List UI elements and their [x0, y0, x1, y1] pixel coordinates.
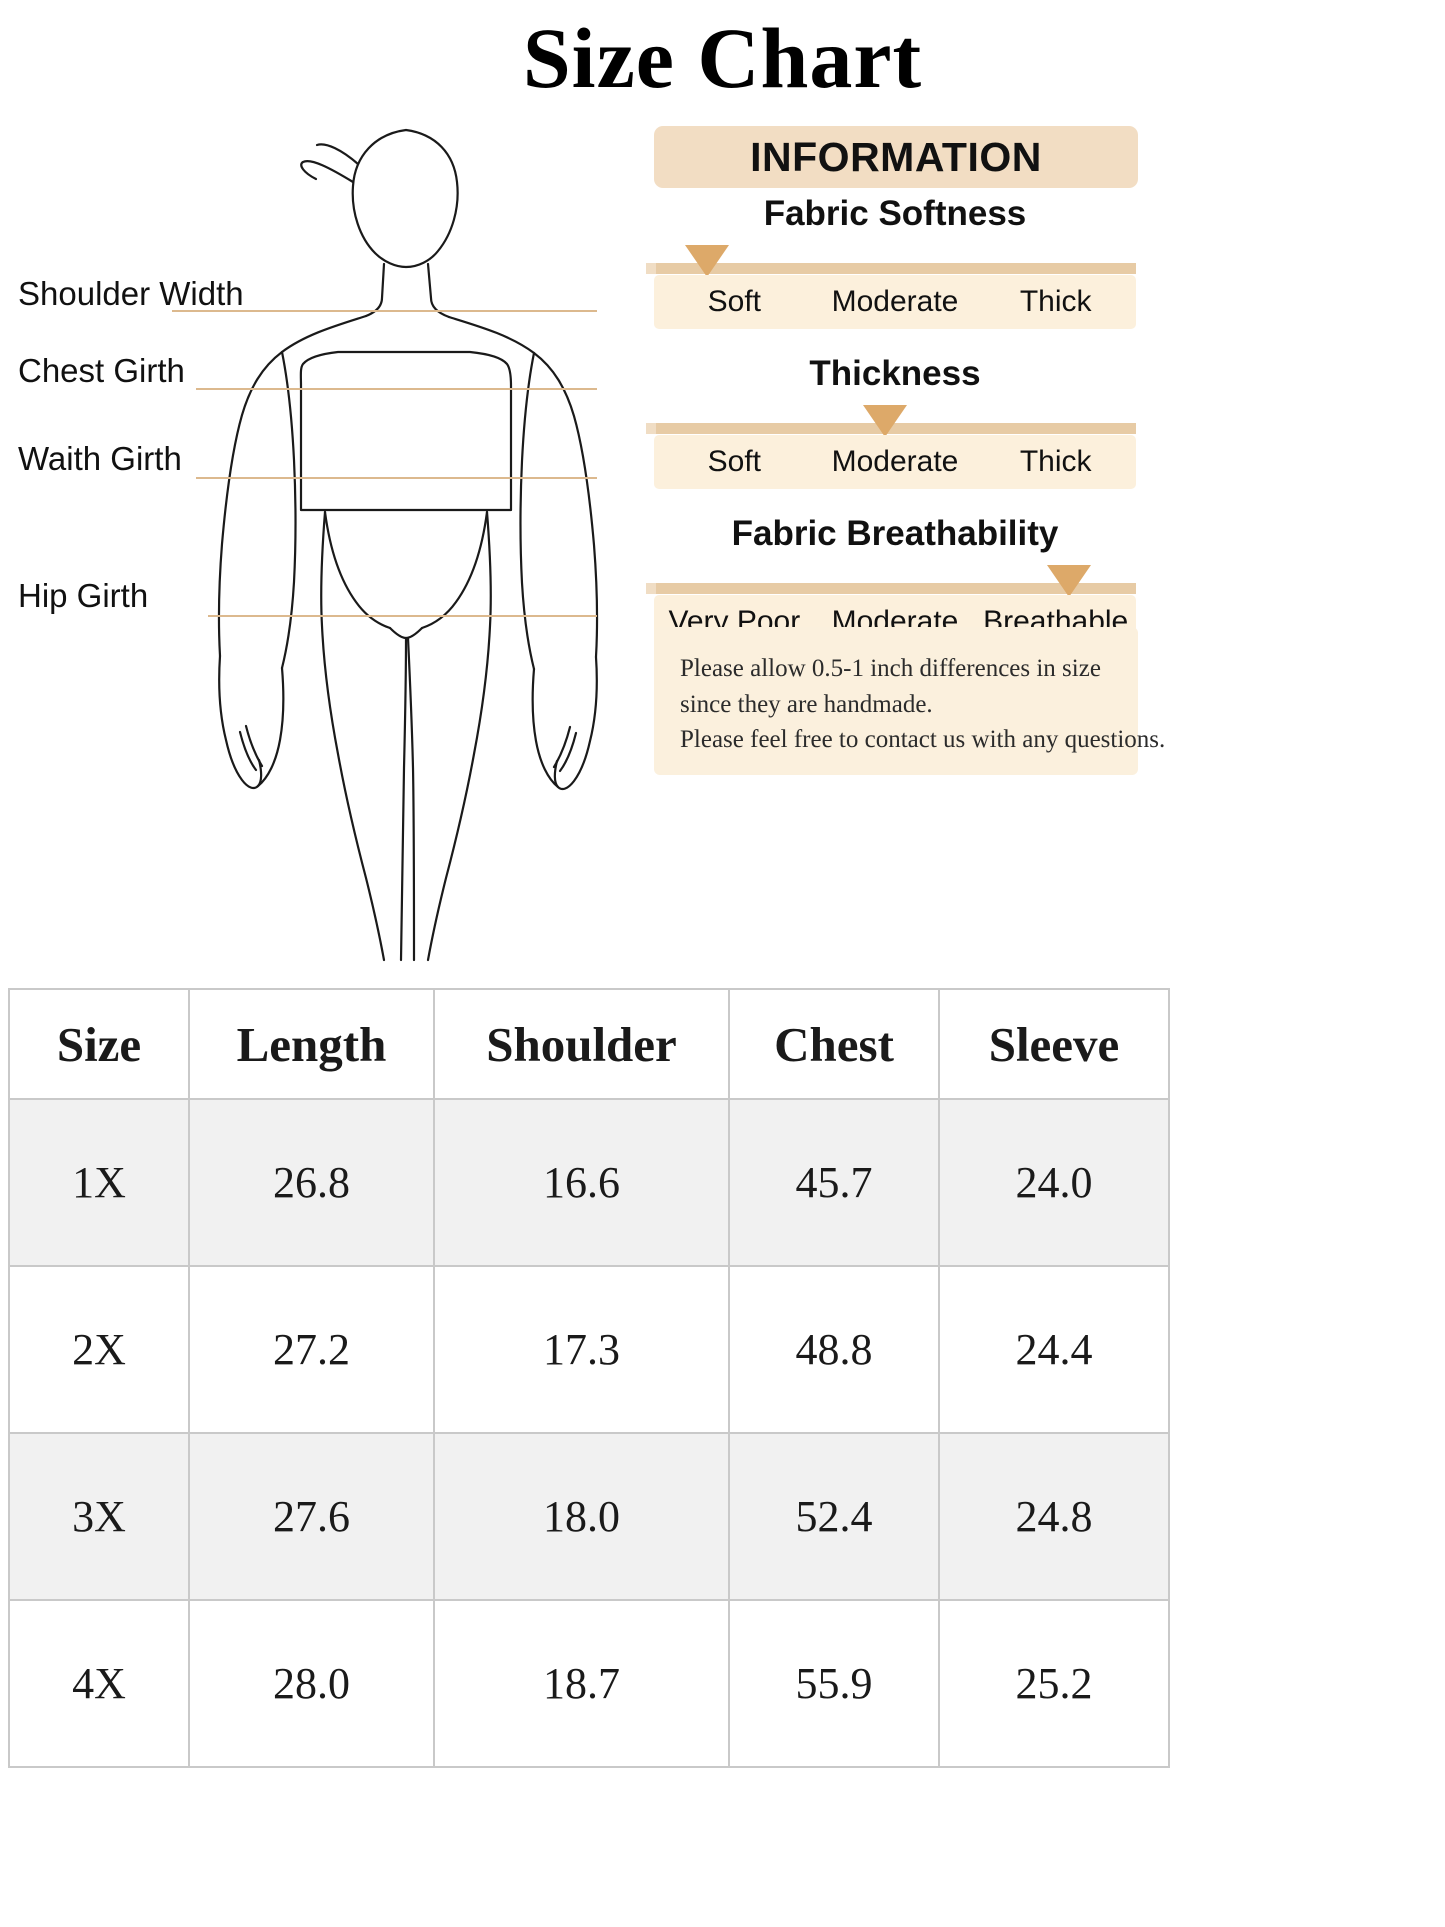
table-cell-chest: 52.4	[728, 1432, 940, 1601]
measurement-guide-line-3	[208, 615, 597, 617]
measurement-label-2: Waith Girth	[18, 440, 182, 477]
table-cell-sleeve: 24.0	[938, 1098, 1170, 1267]
slider-title-fabric-breathability: Fabric Breathability	[731, 514, 1059, 553]
slider-group-thickness: Thickness Soft Moderate Thick	[646, 354, 1140, 489]
measurement-label-3: Hip Girth	[18, 577, 149, 614]
size-disclaimer-note: Please allow 0.5-1 inch differences in s…	[654, 627, 1166, 775]
slider-bar-fabric-softness	[646, 262, 1136, 274]
table-cell-shoulder: 18.0	[433, 1432, 730, 1601]
measurement-label-1: Chest Girth	[18, 352, 185, 389]
information-header: INFORMATION	[654, 126, 1138, 188]
table-cell-shoulder: 18.7	[433, 1599, 730, 1768]
table-cell-chest: 55.9	[728, 1599, 940, 1768]
table-cell-size: 1X	[8, 1098, 190, 1267]
table-cell-sleeve: 25.2	[938, 1599, 1170, 1768]
measurement-guide-line-2	[196, 477, 597, 479]
table-cell-length: 28.0	[188, 1599, 435, 1768]
slider-marker-triangle-icon-fabric-breathability[interactable]	[1046, 564, 1091, 597]
column-header-sleeve: Sleeve	[938, 988, 1170, 1100]
note-line-3: Please feel free to contact us with any …	[680, 726, 1166, 753]
upper-section: Shoulder Width Chest Girth Waith Girth Hip …	[0, 120, 1445, 970]
note-line-2: since they are handmade.	[680, 690, 933, 718]
table-cell-chest: 45.7	[728, 1098, 940, 1267]
slider-marker-triangle-icon-thickness[interactable]	[863, 404, 908, 437]
column-header-size: Size	[8, 988, 190, 1100]
measurement-guide-line-0	[172, 310, 597, 312]
slider-scale-label-thickness-0: Soft	[707, 444, 762, 478]
table-row: 3X 27.6 18.0 52.4 24.8	[8, 1432, 1170, 1601]
slider-scale-label-thickness-1: Moderate	[831, 444, 959, 478]
table-cell-sleeve: 24.8	[938, 1432, 1170, 1601]
table-cell-chest: 48.8	[728, 1265, 940, 1434]
slider-scale-label-thickness-2: Thick	[1019, 444, 1092, 478]
table-header-row: Size Length Shoulder Chest Sleeve	[8, 988, 1170, 1100]
measurement-guide-line-1	[196, 388, 597, 390]
table-cell-sleeve: 24.4	[938, 1265, 1170, 1434]
information-panel: INFORMATION Fabric Softness Soft Moderate T…	[646, 120, 1166, 970]
slider-track-fabric-softness[interactable]	[646, 241, 1136, 277]
slider-scale-thickness: Soft Moderate Thick	[654, 434, 1136, 489]
slider-group-fabric-softness: Fabric Softness Soft Moderate Thick	[646, 194, 1140, 329]
body-figure-zone: Shoulder Width Chest Girth Waith Girth Hip …	[0, 120, 650, 970]
column-header-length: Length	[188, 988, 435, 1100]
slider-title-fabric-softness: Fabric Softness	[763, 194, 1027, 233]
measurement-label-0: Shoulder Width	[18, 275, 244, 312]
slider-marker-triangle-icon-fabric-softness[interactable]	[685, 244, 730, 277]
slider-scale-label-fabric-softness-1: Moderate	[831, 284, 959, 318]
table-cell-length: 27.6	[188, 1432, 435, 1601]
table-cell-length: 26.8	[188, 1098, 435, 1267]
table-row: 2X 27.2 17.3 48.8 24.4	[8, 1265, 1170, 1434]
table-row: 4X 28.0 18.7 55.9 25.2	[8, 1599, 1170, 1768]
table-cell-length: 27.2	[188, 1265, 435, 1434]
slider-scale-label-fabric-softness-0: Soft	[707, 284, 762, 318]
note-line-1: Please allow 0.5-1 inch differences in s…	[680, 655, 1101, 682]
table-cell-shoulder: 17.3	[433, 1265, 730, 1434]
size-measurements-table: Size Length Shoulder Chest Sleeve 1X 26.8…	[8, 988, 1170, 1768]
column-header-chest: Chest	[728, 988, 940, 1100]
table-cell-shoulder: 16.6	[433, 1098, 730, 1267]
slider-bar-fabric-breathability	[646, 582, 1136, 594]
table-cell-size: 3X	[8, 1432, 190, 1601]
slider-scale-label-fabric-softness-2: Thick	[1019, 284, 1092, 318]
table-row: 1X 26.8 16.6 45.7 24.0	[8, 1098, 1170, 1267]
female-body-silhouette-icon	[217, 128, 599, 962]
page-title: Size Chart	[522, 10, 923, 106]
slider-track-thickness[interactable]	[646, 401, 1136, 437]
slider-track-fabric-breathability[interactable]	[646, 561, 1136, 597]
table-cell-size: 4X	[8, 1599, 190, 1768]
table-cell-size: 2X	[8, 1265, 190, 1434]
slider-title-thickness: Thickness	[809, 354, 981, 393]
column-header-shoulder: Shoulder	[433, 988, 730, 1100]
slider-scale-fabric-softness: Soft Moderate Thick	[654, 274, 1136, 329]
